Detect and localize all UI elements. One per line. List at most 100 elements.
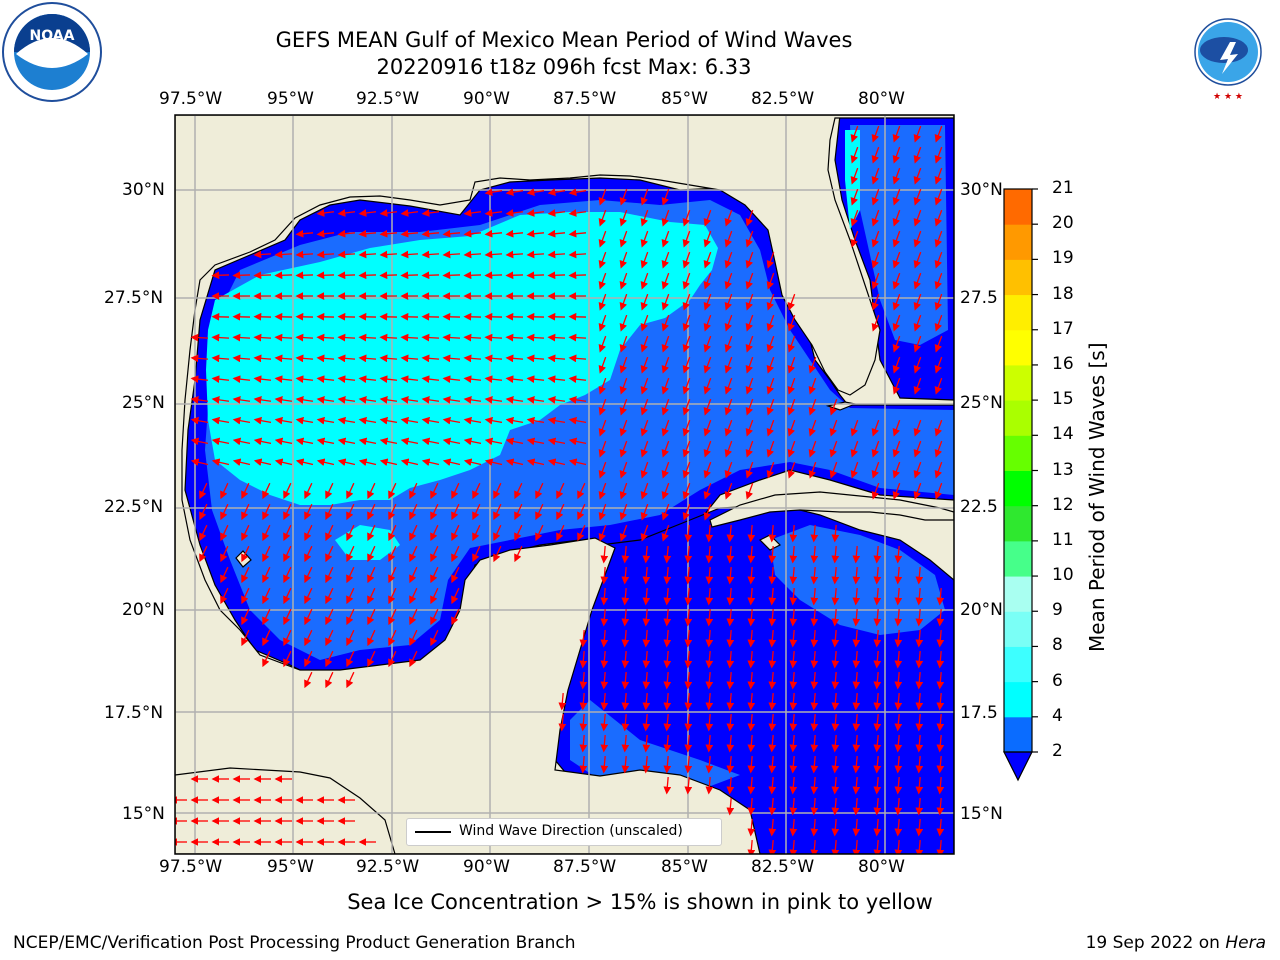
wind-wave-arrow [663, 692, 672, 711]
wind-wave-arrow [913, 461, 922, 479]
wind-wave-arrow [850, 440, 859, 458]
wind-wave-arrow [852, 692, 861, 711]
wind-wave-arrow [871, 146, 880, 164]
wind-wave-arrow [514, 482, 523, 500]
wind-wave-arrow [831, 755, 840, 774]
wind-wave-arrow [619, 314, 628, 332]
lon-label-bottom: 87.5°W [553, 857, 617, 877]
wind-wave-arrow [726, 755, 735, 774]
lon-label-top: 95°W [267, 89, 314, 109]
wind-wave-arrow [766, 335, 775, 353]
wind-wave-arrow [253, 250, 272, 259]
wind-wave-arrow [442, 375, 461, 384]
wind-wave-arrow [220, 482, 229, 500]
colorbar-segment [1004, 505, 1032, 542]
wind-wave-arrow [621, 755, 630, 774]
wind-wave-arrow [684, 734, 693, 753]
wind-wave-arrow [726, 587, 735, 606]
wind-wave-arrow [852, 818, 861, 837]
wind-wave-arrow [747, 713, 756, 732]
wind-wave-arrow [747, 608, 756, 627]
colorbar-tick-label: 15 [1052, 389, 1074, 410]
wind-wave-arrow [913, 419, 922, 437]
colorbar-segment [1004, 259, 1032, 296]
wind-wave-arrow [766, 377, 775, 395]
wind-wave-arrow [220, 587, 229, 605]
lat-label-left: 30°N [122, 180, 165, 200]
wind-wave-arrow [913, 377, 922, 395]
wind-wave-arrow [915, 650, 924, 669]
wind-wave-arrow [768, 776, 777, 795]
wind-wave-arrow [745, 209, 754, 227]
wind-wave-arrow [600, 692, 609, 711]
wind-wave-arrow [915, 629, 924, 648]
wind-wave-arrow [379, 458, 398, 467]
wind-wave-arrow [726, 629, 735, 648]
wind-wave-arrow [304, 482, 313, 500]
wind-wave-arrow [241, 503, 250, 521]
wind-wave-arrow [568, 354, 587, 363]
wind-wave-arrow [346, 482, 355, 500]
wind-wave-arrow [600, 545, 609, 564]
wind-wave-arrow [316, 229, 335, 238]
wind-wave-arrow [747, 629, 756, 648]
wind-wave-arrow [621, 671, 630, 690]
colorbar-segment [1004, 470, 1032, 507]
wind-wave-arrow [852, 545, 861, 564]
wind-wave-arrow [936, 755, 945, 774]
legend-label: Wind Wave Direction (unscaled) [459, 823, 683, 839]
wind-wave-arrow [304, 545, 313, 563]
wind-wave-arrow [346, 524, 355, 542]
wind-wave-arrow [253, 416, 272, 425]
wind-wave-arrow [577, 524, 586, 542]
wind-wave-arrow [703, 440, 712, 458]
wind-wave-arrow [850, 461, 859, 479]
wind-wave-arrow [831, 566, 840, 585]
wind-wave-arrow [703, 461, 712, 479]
wind-wave-arrow [379, 250, 398, 259]
wind-wave-arrow [190, 375, 209, 384]
wind-wave-arrow [705, 650, 714, 669]
wind-wave-arrow [936, 713, 945, 732]
wind-wave-arrow [409, 587, 418, 605]
wind-wave-arrow [262, 503, 271, 521]
map-legend: Wind Wave Direction (unscaled) [406, 818, 722, 846]
wind-wave-arrow [451, 587, 460, 605]
wind-wave-arrow [358, 354, 377, 363]
wind-wave-arrow [894, 545, 903, 564]
wind-wave-arrow [274, 375, 293, 384]
lat-label-right: 20°N [960, 600, 1003, 620]
wind-wave-arrow [894, 755, 903, 774]
colorbar-tick-label: 8 [1052, 635, 1063, 656]
wind-wave-arrow [253, 333, 272, 342]
wind-wave-arrow [579, 755, 588, 774]
wind-wave-arrow [484, 271, 503, 280]
wind-wave-arrow [358, 333, 377, 342]
wind-wave-arrow [684, 692, 693, 711]
wind-wave-arrow [810, 713, 819, 732]
wind-wave-arrow [894, 650, 903, 669]
wind-wave-arrow [568, 333, 587, 342]
wind-wave-arrow [703, 272, 712, 290]
wind-wave-arrow [325, 587, 334, 605]
wind-wave-arrow [463, 250, 482, 259]
wind-wave-arrow [379, 333, 398, 342]
wind-wave-arrow [442, 458, 461, 467]
wind-wave-arrow [852, 797, 861, 816]
wind-wave-arrow [852, 713, 861, 732]
wind-wave-arrow [892, 125, 901, 143]
wind-wave-arrow [915, 755, 924, 774]
wind-wave-arrow [661, 377, 670, 395]
wind-wave-arrow [726, 692, 735, 711]
wind-wave-arrow [745, 251, 754, 269]
colorbar-segment [1004, 364, 1032, 401]
wind-wave-arrow [663, 650, 672, 669]
wind-wave-arrow [304, 629, 313, 647]
wind-wave-arrow [894, 671, 903, 690]
wind-wave-arrow [705, 671, 714, 690]
wind-wave-arrow [316, 437, 335, 446]
wind-wave-arrow [598, 398, 607, 416]
wind-wave-arrow [568, 458, 587, 467]
wind-wave-arrow [421, 416, 440, 425]
wind-wave-arrow [894, 734, 903, 753]
